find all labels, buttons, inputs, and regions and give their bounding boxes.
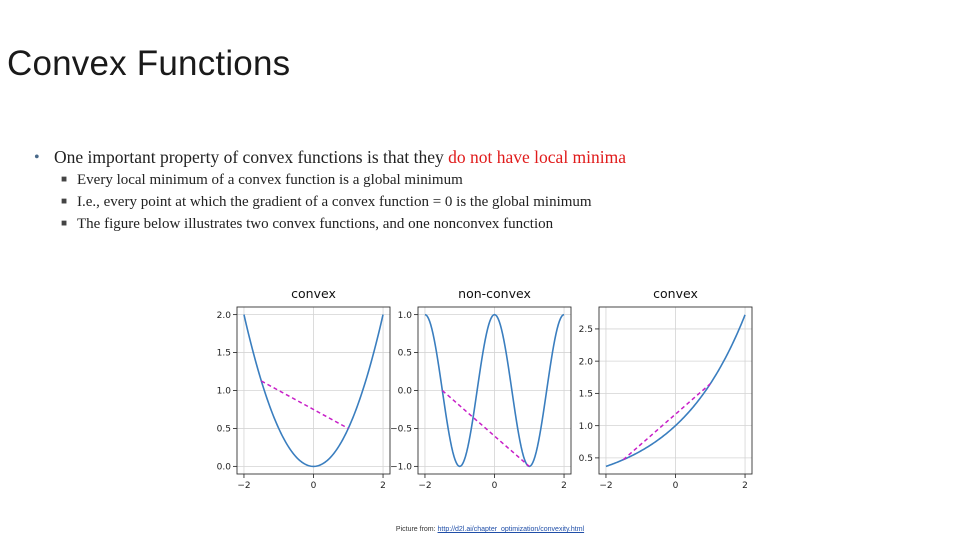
y-tick-label: 2.0: [217, 311, 232, 321]
function-curve: [424, 313, 565, 468]
x-tick-label: −2: [237, 481, 250, 491]
axes-frame: [598, 306, 753, 475]
function-curve: [605, 314, 746, 468]
chart-title: convex: [653, 286, 698, 301]
axes-frame: [417, 306, 572, 475]
square-bullet-icon: ■: [61, 196, 68, 207]
chart-2: −2 0 2 −1.0 −0.5 0.0 0.5 1.0 non-convex: [390, 286, 572, 491]
bullet-dot-icon: •: [34, 149, 40, 166]
sub-bullet-text: I.e., every point at which the gradient …: [77, 194, 592, 210]
sub-bullet: ■ Every local minimum of a convex functi…: [34, 169, 626, 191]
chart-3: −2 0 2 0.5 1.0 1.5 2.0 2.5 convex: [579, 286, 753, 491]
secant-chord: [622, 383, 711, 461]
slide-title: Convex Functions: [7, 44, 291, 83]
y-tick-label: −1.0: [390, 463, 412, 473]
y-tick-label: −0.5: [390, 425, 412, 435]
x-tick-label: 2: [561, 481, 567, 491]
y-tick-label: 1.0: [217, 387, 232, 397]
main-bullet-text: One important property of convex functio…: [54, 147, 449, 167]
chart-title: non-convex: [458, 286, 531, 301]
bullet-list: • One important property of convex funct…: [34, 146, 626, 235]
sub-bullet-text: Every local minimum of a convex function…: [77, 172, 463, 188]
sub-bullet: ■ The figure below illustrates two conve…: [34, 213, 626, 235]
chart-1: −2 0 2 0.0 0.5 1.0 1.5 2.0 convex: [217, 286, 391, 491]
y-tick-label: 0.0: [398, 387, 413, 397]
x-tick-label: 0: [673, 481, 679, 491]
chart-title: convex: [291, 286, 336, 301]
x-tick-label: 2: [742, 481, 748, 491]
y-tick-label: 0.5: [398, 349, 412, 359]
x-tick-label: 0: [492, 481, 498, 491]
image-credit: Picture from: http://d2l.ai/chapter_opti…: [0, 526, 960, 533]
secant-chord: [441, 389, 530, 467]
x-tick-label: 0: [311, 481, 317, 491]
x-tick-label: −2: [418, 481, 431, 491]
axes-frame: [236, 306, 391, 475]
y-tick-label: 0.0: [217, 463, 232, 473]
credit-link[interactable]: http://d2l.ai/chapter_optimization/conve…: [437, 526, 585, 533]
y-tick-label: 2.5: [579, 325, 593, 335]
y-tick-label: 1.5: [579, 390, 593, 400]
y-tick-label: 2.0: [579, 357, 594, 367]
square-bullet-icon: ■: [61, 218, 68, 229]
sub-bullet: ■ I.e., every point at which the gradien…: [34, 191, 626, 213]
main-bullet-highlight: do not have local minima: [448, 147, 627, 167]
square-bullet-icon: ■: [61, 174, 68, 185]
sub-bullet-text: The figure below illustrates two convex …: [77, 216, 554, 232]
credit-label: Picture from:: [395, 526, 438, 533]
y-tick-label: 0.5: [579, 454, 593, 464]
x-tick-label: −2: [599, 481, 612, 491]
y-tick-label: 1.5: [217, 349, 231, 359]
y-tick-label: 1.0: [579, 422, 594, 432]
x-tick-label: 2: [380, 481, 386, 491]
y-tick-label: 0.5: [217, 425, 231, 435]
main-bullet: • One important property of convex funct…: [34, 146, 626, 169]
function-curve: [243, 314, 384, 468]
y-tick-label: 1.0: [398, 311, 413, 321]
secant-chord: [260, 380, 349, 430]
